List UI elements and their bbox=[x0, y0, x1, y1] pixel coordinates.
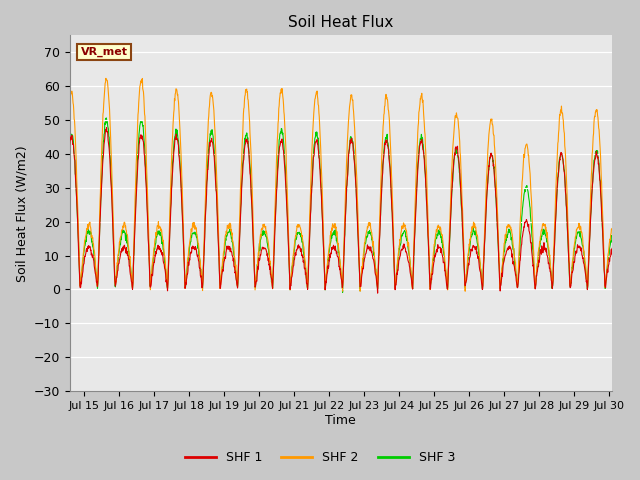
Legend: SHF 1, SHF 2, SHF 3: SHF 1, SHF 2, SHF 3 bbox=[180, 446, 460, 469]
Text: VR_met: VR_met bbox=[81, 47, 127, 57]
SHF 1 bbox=[479, 276, 487, 282]
SHF 3 bbox=[333, 238, 340, 244]
SHF 2 bbox=[623, 286, 630, 292]
SHF 2 bbox=[333, 233, 340, 239]
SHF 2 bbox=[622, 289, 630, 295]
SHF 1 bbox=[103, 125, 111, 131]
SHF 2 bbox=[616, 258, 623, 264]
SHF 3 bbox=[322, 277, 330, 283]
SHF 1 bbox=[623, 284, 630, 289]
SHF 2 bbox=[151, 239, 159, 244]
SHF 3 bbox=[63, 182, 70, 188]
SHF 1 bbox=[333, 251, 340, 256]
SHF 1 bbox=[621, 291, 629, 297]
SHF 3 bbox=[151, 246, 159, 252]
SHF 1 bbox=[322, 279, 330, 285]
Y-axis label: Soil Heat Flux (W/m2): Soil Heat Flux (W/m2) bbox=[15, 145, 28, 282]
SHF 3 bbox=[339, 289, 346, 295]
Line: SHF 3: SHF 3 bbox=[67, 118, 627, 292]
SHF 1 bbox=[63, 182, 70, 188]
SHF 2 bbox=[561, 146, 569, 152]
Title: Soil Heat Flux: Soil Heat Flux bbox=[288, 15, 394, 30]
SHF 1 bbox=[561, 182, 569, 188]
SHF 3 bbox=[562, 187, 570, 193]
SHF 3 bbox=[616, 264, 624, 270]
SHF 2 bbox=[479, 272, 487, 277]
Line: SHF 2: SHF 2 bbox=[67, 78, 627, 292]
SHF 3 bbox=[623, 286, 630, 292]
SHF 2 bbox=[102, 75, 109, 81]
X-axis label: Time: Time bbox=[326, 414, 356, 427]
SHF 1 bbox=[151, 255, 159, 261]
Line: SHF 1: SHF 1 bbox=[67, 128, 627, 294]
SHF 2 bbox=[63, 151, 70, 156]
SHF 2 bbox=[322, 278, 330, 284]
SHF 3 bbox=[479, 262, 487, 268]
SHF 1 bbox=[616, 265, 623, 271]
SHF 3 bbox=[102, 115, 110, 121]
